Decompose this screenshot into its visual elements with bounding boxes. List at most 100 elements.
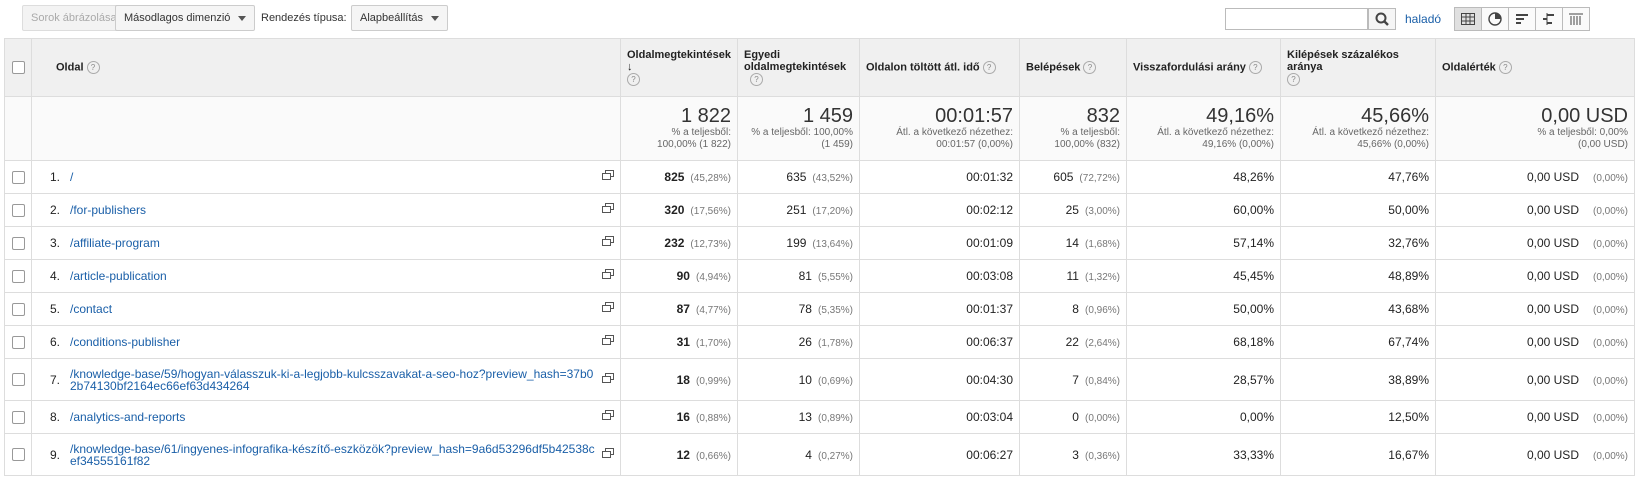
page-link[interactable]: /conditions-publisher [70, 335, 181, 349]
comparison-view-button[interactable] [1535, 7, 1563, 31]
open-page-button[interactable] [602, 269, 614, 283]
col-page-label: Oldal [56, 61, 84, 74]
row-select-cell [4, 325, 32, 359]
open-page-icon[interactable] [602, 372, 614, 384]
col-page-value[interactable]: Oldalérték? [1435, 38, 1635, 97]
open-page-icon[interactable] [602, 410, 614, 421]
total-sub: % a teljesből: 0,00% [1537, 127, 1628, 138]
row-checkbox[interactable] [11, 335, 25, 349]
page-link[interactable]: /for-publishers [70, 203, 147, 217]
help-icon[interactable]: ? [1248, 61, 1262, 74]
col-exit-pct[interactable]: Kilépések százalékos aránya? [1280, 38, 1436, 97]
help-icon[interactable]: ? [1287, 73, 1300, 86]
row-checkbox[interactable] [11, 203, 25, 217]
open-page-icon[interactable] [602, 170, 614, 181]
open-page-icon[interactable] [602, 335, 614, 346]
page-value-cell: 0,00 USD (0,00%) [1435, 193, 1635, 227]
col-unique-pageviews-label: Egyedi oldalmegtekintések [744, 49, 847, 73]
open-page-button[interactable] [602, 236, 614, 250]
page-link[interactable]: /knowledge-base/59/hogyan-válasszuk-ki-a… [70, 366, 594, 393]
chevron-down-icon [431, 15, 439, 21]
totals-blank [31, 96, 621, 161]
help-icon[interactable]: ? [627, 73, 640, 86]
open-page-icon[interactable] [602, 203, 614, 214]
open-page-button[interactable] [602, 372, 614, 387]
open-page-icon[interactable] [602, 447, 614, 459]
search-button[interactable] [1368, 8, 1396, 30]
bounce-rate-value: 0,00% [1239, 410, 1274, 424]
row-checkbox[interactable] [11, 236, 25, 250]
pageviews-value: 16 [676, 410, 690, 424]
select-all-checkbox[interactable] [11, 61, 25, 74]
unique-pageviews-cell: 10 (0,69%) [737, 358, 860, 401]
row-checkbox[interactable] [11, 410, 25, 424]
col-bounce-rate-label: Visszafordulási arány [1133, 61, 1246, 74]
bounce-rate-value: 68,18% [1233, 335, 1274, 349]
open-page-button[interactable] [602, 203, 614, 217]
pivot-view-button[interactable] [1562, 7, 1590, 31]
help-icon[interactable]: ? [1083, 61, 1097, 74]
help-icon[interactable]: ? [750, 73, 763, 86]
performance-view-button[interactable] [1508, 7, 1536, 31]
open-page-button[interactable] [602, 335, 614, 349]
unique-pageviews-cell: 199 (13,64%) [737, 226, 860, 260]
search-input[interactable] [1225, 8, 1368, 30]
open-page-button[interactable] [602, 170, 614, 184]
open-page-button[interactable] [602, 447, 614, 462]
total-value: 1 459 [802, 105, 853, 127]
plot-rows-button[interactable]: Sorok ábrázolása [22, 5, 126, 31]
pie-view-button[interactable] [1481, 7, 1509, 31]
col-unique-pageviews[interactable]: Egyedi oldalmegtekintések? [737, 38, 860, 97]
page-value-cell: 0,00 USD (0,00%) [1435, 292, 1635, 326]
page-link[interactable]: / [70, 170, 74, 184]
page-link[interactable]: /analytics-and-reports [70, 410, 186, 424]
row-checkbox[interactable] [11, 448, 25, 461]
page-link[interactable]: /knowledge-base/61/ingyenes-infografika-… [70, 441, 595, 468]
chevron-down-icon [238, 15, 247, 21]
sort-type-dropdown[interactable]: Alapbeállítás [351, 5, 448, 31]
pageviews-pct: (4,94%) [695, 272, 731, 283]
row-checkbox[interactable] [11, 373, 25, 386]
open-page-icon[interactable] [602, 269, 614, 280]
bounce-rate-value: 28,57% [1233, 372, 1274, 387]
open-page-button[interactable] [602, 410, 614, 424]
help-icon[interactable]: ? [982, 61, 996, 74]
col-page[interactable]: Oldal? [31, 38, 621, 97]
unique-pageviews-value: 4 [805, 447, 812, 462]
open-page-icon[interactable] [602, 236, 614, 247]
total-avg-time: 00:01:57 Átl. a következő nézethez: 00:01:… [859, 96, 1020, 161]
row-checkbox[interactable] [11, 170, 25, 184]
col-entrances[interactable]: Belépések? [1019, 38, 1127, 97]
row-select-cell [4, 193, 32, 227]
entrances-cell: 14 (1,68%) [1019, 226, 1127, 260]
col-bounce-rate[interactable]: Visszafordulási arány? [1126, 38, 1281, 97]
page-link[interactable]: /article-publication [70, 269, 167, 283]
exit-pct-cell: 38,89% [1280, 358, 1436, 401]
col-avg-time[interactable]: Oldalon töltött átl. idő? [859, 38, 1020, 97]
page-link[interactable]: /contact [70, 302, 113, 316]
pie-chart-icon [1488, 12, 1502, 26]
secondary-dimension-dropdown[interactable]: Másodlagos dimenzió [115, 5, 256, 31]
table-view-button[interactable] [1454, 7, 1482, 31]
bounce-rate-cell: 33,33% [1126, 433, 1281, 476]
pageviews-value: 232 [664, 236, 685, 250]
exit-pct-cell: 12,50% [1280, 400, 1436, 434]
exit-pct-value: 67,74% [1388, 335, 1429, 349]
total-value: 00:01:57 [935, 105, 1013, 127]
row-checkbox[interactable] [11, 302, 25, 316]
help-icon[interactable]: ? [1498, 61, 1512, 74]
open-page-button[interactable] [602, 302, 614, 316]
avg-time-value: 00:04:30 [966, 372, 1013, 387]
col-pageviews[interactable]: Oldalmegtekintések ↓? [620, 38, 738, 97]
avg-time-cell: 00:04:30 [859, 358, 1020, 401]
advanced-link[interactable]: haladó [1405, 12, 1442, 26]
page-value-cell: 0,00 USD (0,00%) [1435, 226, 1635, 260]
help-icon[interactable]: ? [86, 61, 100, 74]
entrances-cell: 605 (72,72%) [1019, 160, 1127, 194]
page-cell: 1. / [31, 160, 621, 194]
avg-time-value: 00:01:37 [966, 302, 1013, 316]
row-checkbox[interactable] [11, 269, 25, 283]
page-link[interactable]: /affiliate-program [70, 236, 160, 250]
open-page-icon[interactable] [602, 302, 614, 313]
table-row: 5. /contact 87 (4,77%) 78 (5,35%) 00:01:37 8 (0,… [4, 292, 1635, 326]
